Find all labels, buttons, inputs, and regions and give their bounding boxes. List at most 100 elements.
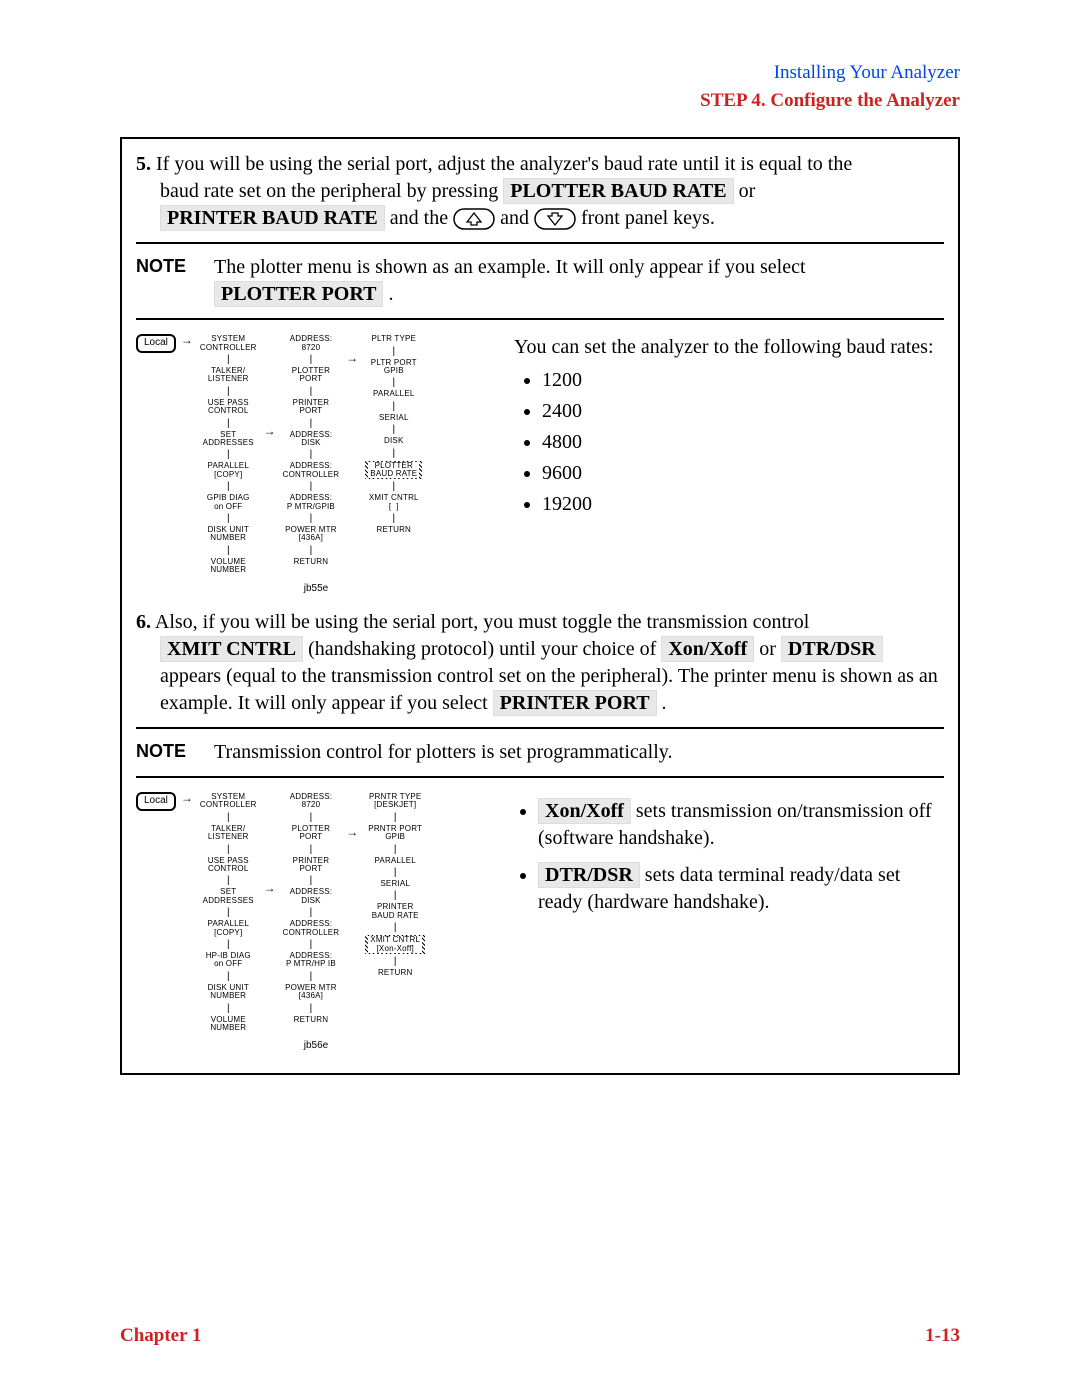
connector-icon: | xyxy=(310,482,313,491)
baud-rate-list: 120024004800960019200 xyxy=(542,367,944,518)
menu-item: PLOTTER PORT xyxy=(290,824,332,843)
connector-icon: | xyxy=(310,546,313,555)
menu-item: PARALLEL xyxy=(371,389,416,399)
diagram2-col1: SYSTEM CONTROLLER|TALKER/ LISTENER|USE P… xyxy=(198,792,259,1033)
note-1-body-a: The plotter menu is shown as an example.… xyxy=(214,256,806,278)
menu-item: SERIAL xyxy=(378,879,412,889)
footer-chapter: Chapter 1 xyxy=(120,1323,201,1349)
connector-icon: | xyxy=(227,845,230,854)
connector-icon: | xyxy=(310,845,313,854)
menu-item: SET ADDRESSES xyxy=(201,887,256,906)
menu-item: RETURN xyxy=(375,525,414,535)
diagram1-col3: PLTR TYPE | PLTR PORT GPIB | PARALLEL | SERIAL… xyxy=(363,334,424,575)
connector-icon: | xyxy=(227,419,230,428)
menu-diagram-1: Local → SYSTEM CONTROLLER|TALKER/ LISTEN… xyxy=(136,334,496,575)
connector-icon: | xyxy=(227,514,230,523)
connector-icon: | xyxy=(227,908,230,917)
menu-item: SERIAL xyxy=(377,413,411,423)
rule-4 xyxy=(136,776,944,778)
step-6: 6. Also, if you will be using the serial… xyxy=(136,609,944,717)
note-2-body: Transmission control for plotters is set… xyxy=(214,739,944,766)
menu-item: DISK UNIT NUMBER xyxy=(206,525,251,544)
connector-icon: | xyxy=(392,514,395,523)
menu-item: PLOTTER PORT xyxy=(290,366,332,385)
rule-2 xyxy=(136,318,944,320)
up-key-icon xyxy=(453,208,495,230)
menu-item: XMIT CNTRL [Xon-Xoff] xyxy=(363,934,427,955)
baud-rate-item: 4800 xyxy=(542,429,944,456)
connector-icon: | xyxy=(310,387,313,396)
connector-icon: | xyxy=(310,419,313,428)
menu-item: RETURN xyxy=(292,1015,331,1025)
diagram2-col2: ADDRESS: 8720|PLOTTER PORT|PRINTER PORT|… xyxy=(281,792,342,1033)
menu-item: HP-IB DIAG on OFF xyxy=(204,951,253,970)
dtr-dsr-option-key: DTR/DSR xyxy=(538,862,640,888)
menu-item: DISK xyxy=(382,436,405,446)
baud-rate-item: 9600 xyxy=(542,460,944,487)
note-1-body-b: . xyxy=(383,283,393,305)
menu-item: GPIB DIAG on OFF xyxy=(205,493,252,512)
arrow-right-icon: → xyxy=(263,425,277,438)
menu-item: PRNTR PORT GPIB xyxy=(366,824,424,843)
menu-item: DISK UNIT NUMBER xyxy=(206,983,251,1002)
local-key: Local xyxy=(136,334,176,353)
step-5-text-b: baud rate set on the peripheral by press… xyxy=(160,180,503,202)
connector-icon: | xyxy=(310,450,313,459)
connector-icon: | xyxy=(394,813,397,822)
connector-icon: | xyxy=(394,957,397,966)
menu-item: PRINTER PORT xyxy=(291,398,332,417)
connector-icon: | xyxy=(310,908,313,917)
menu-item: PLTR TYPE xyxy=(369,334,418,344)
connector-icon: | xyxy=(310,813,313,822)
connector-icon: | xyxy=(392,425,395,434)
menu-item: RETURN xyxy=(376,968,415,978)
figure-2-row: Local → SYSTEM CONTROLLER|TALKER/ LISTEN… xyxy=(136,792,944,1053)
connector-icon: | xyxy=(394,868,397,877)
step-5-text-a: If you will be using the serial port, ad… xyxy=(151,153,852,175)
plotter-baud-rate-key: PLOTTER BAUD RATE xyxy=(503,178,733,204)
menu-item: PLOTTER BAUD RATE xyxy=(363,460,424,481)
connector-icon: | xyxy=(227,813,230,822)
xon-xoff-key: Xon/Xoff xyxy=(661,636,754,662)
baud-rate-item: 2400 xyxy=(542,398,944,425)
menu-item: RETURN xyxy=(292,557,331,567)
baud-rate-item: 19200 xyxy=(542,491,944,518)
menu-item: PARALLEL xyxy=(372,856,417,866)
connector-icon: | xyxy=(392,402,395,411)
connector-icon: | xyxy=(227,355,230,364)
xmit-option-1: Xon/Xoff sets transmission on/transmissi… xyxy=(538,798,944,852)
menu-item: ADDRESS: DISK xyxy=(288,430,335,449)
connector-icon: | xyxy=(392,347,395,356)
connector-icon: | xyxy=(227,546,230,555)
menu-item: USE PASS CONTROL xyxy=(206,856,251,875)
xmit-cntrl-key: XMIT CNTRL xyxy=(160,636,303,662)
menu-item: ADDRESS: 8720 xyxy=(288,334,335,353)
menu-item: PLTR PORT GPIB xyxy=(369,358,419,377)
menu-item: ADDRESS: CONTROLLER xyxy=(281,461,342,480)
figure-1-row: Local → SYSTEM CONTROLLER|TALKER/ LISTEN… xyxy=(136,334,944,595)
step-6-or: or xyxy=(759,638,781,660)
footer-page-number: 1-13 xyxy=(925,1323,960,1349)
menu-item: ADDRESS: DISK xyxy=(288,887,335,906)
rule-3 xyxy=(136,727,944,729)
menu-item: PARALLEL [COPY] xyxy=(206,461,251,480)
connector-icon: | xyxy=(310,972,313,981)
connector-icon: | xyxy=(392,482,395,491)
printer-baud-rate-key: PRINTER BAUD RATE xyxy=(160,205,385,231)
step-6-text-a: Also, if you will be using the serial po… xyxy=(151,611,809,633)
step-5-text-c: and the xyxy=(390,207,453,229)
menu-item: SET ADDRESSES xyxy=(201,430,256,449)
down-key-icon xyxy=(534,208,576,230)
step-5: 5. If you will be using the serial port,… xyxy=(136,151,944,232)
connector-icon: | xyxy=(392,449,395,458)
note-2: NOTE Transmission control for plotters i… xyxy=(136,739,944,766)
rule-1 xyxy=(136,242,944,244)
connector-icon: | xyxy=(310,1004,313,1013)
connector-icon: | xyxy=(227,940,230,949)
menu-item: TALKER/ LISTENER xyxy=(206,824,251,843)
step-5-text-e: front panel keys. xyxy=(581,207,715,229)
figure-2-label: jb56e xyxy=(136,1039,496,1053)
connector-icon: | xyxy=(310,940,313,949)
diagram2-col3: PRNTR TYPE [DESKJET]|PRNTR PORT GPIB|PAR… xyxy=(363,792,427,1033)
menu-item: POWER MTR [436A] xyxy=(283,983,339,1002)
